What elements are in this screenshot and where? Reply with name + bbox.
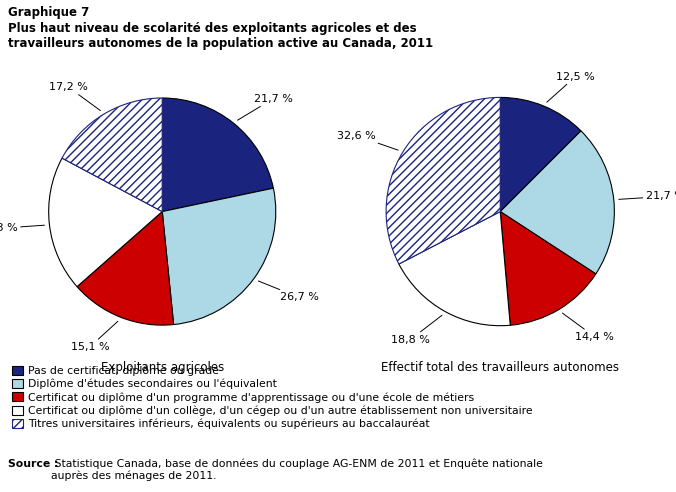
Wedge shape [500, 97, 581, 212]
Text: 14,4 %: 14,4 % [562, 313, 614, 342]
Wedge shape [500, 212, 596, 325]
Wedge shape [77, 212, 174, 325]
Wedge shape [162, 98, 273, 212]
Text: 12,5 %: 12,5 % [547, 71, 595, 102]
Title: Exploitants agricoles: Exploitants agricoles [101, 361, 224, 373]
Text: Plus haut niveau de scolarité des exploitants agricoles et des: Plus haut niveau de scolarité des exploi… [8, 22, 416, 34]
Text: 18,8 %: 18,8 % [391, 315, 442, 344]
Text: 15,1 %: 15,1 % [70, 321, 118, 352]
Wedge shape [399, 212, 510, 326]
Text: 17,2 %: 17,2 % [49, 82, 101, 111]
Wedge shape [386, 97, 500, 264]
Text: 19,3 %: 19,3 % [0, 223, 45, 233]
Text: Statistique Canada, base de données du couplage AG-ENM de 2011 et Enquête nation: Statistique Canada, base de données du c… [51, 459, 543, 481]
Wedge shape [500, 131, 614, 274]
Wedge shape [62, 98, 162, 212]
Text: 26,7 %: 26,7 % [258, 281, 318, 303]
Text: Graphique 7: Graphique 7 [8, 6, 89, 19]
Title: Effectif total des travailleurs autonomes: Effectif total des travailleurs autonome… [381, 361, 619, 374]
Text: Source :: Source : [8, 459, 59, 468]
Text: 21,7 %: 21,7 % [237, 93, 293, 120]
Text: 21,7 %: 21,7 % [619, 191, 676, 201]
Wedge shape [49, 158, 162, 287]
Text: travailleurs autonomes de la population active au Canada, 2011: travailleurs autonomes de la population … [8, 37, 433, 50]
Legend: Pas de certificat, diplôme ou grade, Diplôme d'études secondaires ou l'équivalen: Pas de certificat, diplôme ou grade, Dip… [12, 366, 533, 429]
Text: 32,6 %: 32,6 % [337, 130, 398, 150]
Wedge shape [162, 188, 276, 325]
